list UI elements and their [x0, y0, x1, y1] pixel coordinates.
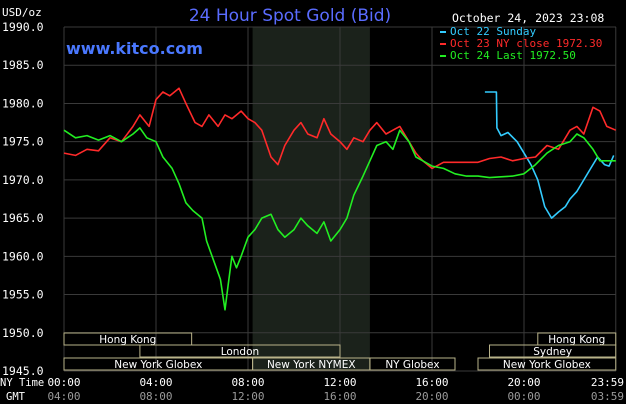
session-label: New York Globex	[114, 359, 202, 371]
y-axis-ticks: 1990.0 1985.0 1980.0 1975.0 1970.0 1965.0 1960…	[2, 20, 44, 378]
y-tick-label: 1955.0	[2, 288, 44, 302]
session-label: NY Globex	[385, 359, 439, 371]
y-tick-label: 1945.0	[2, 364, 44, 378]
session-label: London	[221, 346, 260, 358]
y-tick-label: 1980.0	[2, 96, 44, 110]
session-box	[489, 344, 617, 358]
chart-title: 24 Hour Spot Gold (Bid)	[189, 6, 391, 26]
session-label: Sydney	[533, 346, 572, 358]
y-axis-label: USD/oz	[2, 6, 42, 19]
x-tick-gmt-label: 08:00	[139, 390, 172, 403]
x-tick-ny-label: 04:00	[139, 376, 172, 389]
shaded-region	[252, 27, 370, 371]
x-tick-gmt-label: 20:00	[415, 390, 448, 403]
x-tick-gmt-label: 12:00	[231, 390, 264, 403]
website-label: www.kitco.com	[66, 39, 203, 58]
x-tick-gmt-label: 04:00	[47, 390, 80, 403]
session-label: New York NYMEX	[267, 359, 356, 371]
y-tick-label: 1970.0	[2, 173, 44, 187]
session-label: Hong Kong	[99, 334, 156, 346]
session-label: Hong Kong	[548, 334, 605, 346]
session-label: New York Globex	[503, 359, 591, 371]
x-tick-ny-label: 16:00	[415, 376, 448, 389]
session-box	[63, 332, 193, 346]
legend-entry: Oct 23 NY close 1972.30	[450, 37, 602, 50]
y-tick-label: 1990.0	[2, 20, 44, 34]
x-tick-ny-label: 12:00	[323, 376, 356, 389]
x-axis-ticks: 00:00 04:00 08:00 12:00 16:00 20:00 23:5904:00…	[47, 376, 624, 403]
y-tick-label: 1960.0	[2, 249, 44, 263]
legend-entry: Oct 22 Sunday	[450, 25, 536, 38]
series-line-2	[63, 87, 617, 170]
legend-entry: Oct 24 Last 1972.50	[450, 49, 576, 62]
y-tick-label: 1950.0	[2, 326, 44, 340]
chart-timestamp: October 24, 2023 23:08	[452, 11, 604, 25]
grid-lines	[63, 26, 617, 372]
y-tick-label: 1975.0	[2, 135, 44, 149]
x-tick-ny-label: 08:00	[231, 376, 264, 389]
x-tick-ny-label: 23:59	[591, 376, 624, 389]
x-tick-gmt-label: 00:00	[507, 390, 540, 403]
series-line-3	[63, 127, 616, 311]
y-tick-label: 1965.0	[2, 211, 44, 225]
x-tick-ny-label: 00:00	[47, 376, 80, 389]
nymex-shaded-region	[252, 27, 370, 371]
x-axis-gmt-label: GMT	[6, 391, 26, 403]
x-tick-ny-label: 20:00	[507, 376, 540, 389]
session-box	[477, 357, 617, 371]
session-box	[139, 344, 341, 358]
x-tick-gmt-label: 03:59	[591, 390, 624, 403]
session-box	[369, 357, 456, 371]
y-tick-label: 1985.0	[2, 58, 44, 72]
x-axis-ny-label: NY Time	[0, 377, 44, 389]
x-tick-gmt-label: 16:00	[323, 390, 356, 403]
series-line-1	[484, 91, 615, 219]
price-series	[63, 87, 617, 311]
